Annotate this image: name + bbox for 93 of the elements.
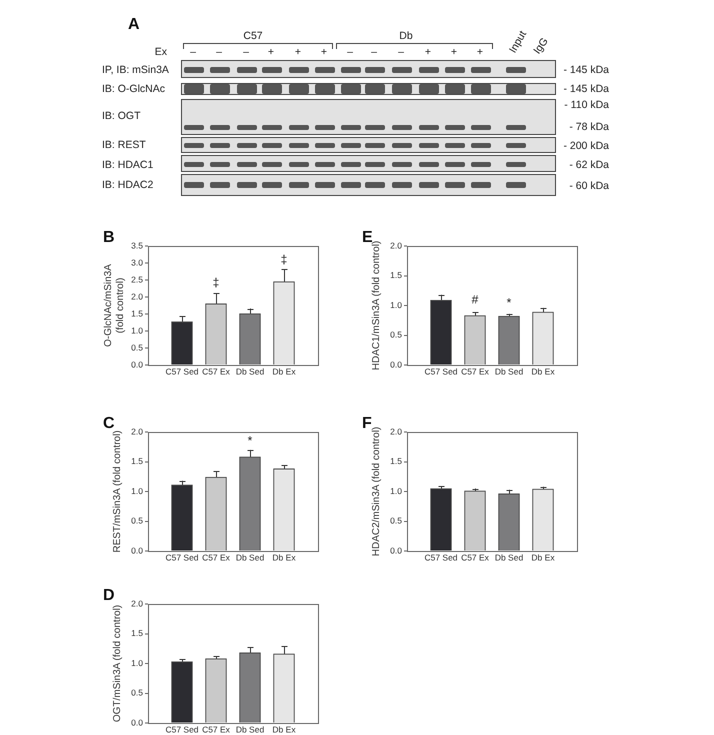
text: + [320, 46, 328, 58]
y-tick-label: 2.0 [390, 426, 402, 436]
x-tick-label: Db Sed [236, 366, 264, 376]
x-tick-label: Db Sed [494, 366, 524, 376]
y-tick-label: 0.0 [131, 359, 144, 370]
y-tick-label: 2.0 [131, 291, 144, 302]
x-tick-label: Db Sed [236, 552, 264, 562]
text: - 145 kDa [563, 83, 609, 95]
annotation: * [506, 295, 512, 310]
annotation: # [472, 292, 479, 306]
x-tick-label: C57 Sed [165, 366, 199, 376]
y-tick-label: 1.5 [131, 308, 144, 318]
x-tick-label: C57 Ex [202, 366, 231, 376]
y-tick-label: 0.0 [390, 545, 402, 556]
y-tick-label: 2.0 [131, 426, 144, 436]
y-tick-label: 2.5 [131, 274, 144, 284]
text: IB: O-GlcNAc [102, 83, 166, 95]
y-tick-label: 1.5 [131, 628, 144, 638]
text: + [268, 46, 274, 58]
y-tick-label: 1.0 [131, 325, 144, 336]
text: IB: HDAC2 [102, 179, 154, 191]
text: A [128, 16, 140, 33]
y-tick-label: 1.0 [131, 658, 144, 668]
x-tick-label: C57 Ex [461, 366, 490, 376]
x-tick-label: Db Ex [272, 366, 296, 376]
x-tick-label: Db Ex [531, 552, 556, 562]
x-tick-label: Db Sed [494, 552, 524, 562]
annotation: ‡ [212, 275, 220, 290]
text: IP, IB: mSin3A [102, 64, 169, 76]
y-axis-title: O-GlcNAc/mSin3A (fold control) [102, 264, 126, 347]
x-tick-label: C57 Ex [202, 724, 231, 734]
text: - 110 kDa [564, 99, 609, 111]
text: – [190, 46, 196, 58]
y-tick-label: 3.0 [131, 257, 144, 268]
text: + [424, 46, 432, 58]
text: + [450, 46, 458, 58]
chart-title: D [103, 587, 115, 604]
text: IB: OGT [102, 110, 141, 122]
text: IB: HDAC1 [102, 159, 154, 171]
chart-title: B [103, 229, 115, 246]
y-tick-label: 2.0 [131, 598, 144, 608]
y-tick-label: 1.0 [390, 300, 402, 310]
text: – [243, 46, 249, 58]
y-tick-label: 0.5 [131, 342, 144, 352]
x-tick-label: C57 Sed [424, 552, 458, 562]
x-tick-label: Db Ex [272, 552, 296, 562]
chart-title: F [362, 415, 372, 432]
text: – [371, 46, 377, 58]
x-tick-label: C57 Ex [202, 552, 231, 562]
text: – [398, 46, 404, 58]
x-tick-label: Db Ex [272, 724, 296, 734]
chart-title: E [362, 229, 373, 246]
x-tick-label: C57 Sed [165, 552, 199, 562]
x-tick-label: C57 Ex [461, 552, 490, 562]
y-axis-title: OGT/mSin3A (fold control) [112, 604, 123, 722]
y-tick-label: 1.5 [131, 456, 144, 466]
y-axis-title: REST/mSin3A (fold control) [112, 430, 123, 553]
y-axis-title: HDAC2/mSin3A (fold control) [370, 426, 382, 556]
y-tick-label: 1.0 [390, 486, 402, 496]
text: – [216, 46, 222, 58]
text: - 62 kDa [569, 159, 609, 171]
y-tick-label: 1.0 [131, 486, 144, 496]
x-tick-label: C57 Sed [165, 724, 199, 734]
y-tick-label: 1.5 [390, 270, 402, 280]
text: – [347, 46, 353, 58]
y-tick-label: 0.5 [131, 516, 144, 526]
chart-title: C [103, 415, 115, 432]
text: - 200 kDa [563, 140, 609, 152]
y-tick-label: 0.0 [131, 717, 144, 728]
text: Ex [154, 46, 167, 58]
y-tick-label: 0.0 [390, 359, 402, 370]
y-tick-label: 0.5 [131, 688, 144, 698]
text: - 145 kDa [563, 64, 609, 76]
text: - 60 kDa [569, 180, 609, 192]
y-tick-label: 3.5 [131, 240, 144, 250]
x-tick-label: Db Sed [236, 724, 264, 734]
x-tick-label: Db Ex [531, 366, 556, 376]
y-tick-label: 1.5 [390, 456, 402, 466]
text: C57 [243, 30, 263, 42]
y-tick-label: 2.0 [390, 240, 402, 250]
text: IB: REST [102, 139, 146, 151]
y-tick-label: 0.0 [131, 545, 144, 556]
text: IgG [531, 36, 551, 56]
y-tick-label: 0.5 [390, 330, 402, 340]
y-axis-title: HDAC1/mSin3A (fold control) [370, 240, 382, 370]
text: + [476, 46, 484, 58]
y-tick-label: 0.5 [390, 516, 402, 526]
text: - 78 kDa [569, 121, 609, 133]
annotation: ‡ [280, 252, 288, 266]
text: Db [399, 30, 413, 42]
x-tick-label: C57 Sed [424, 366, 458, 376]
text: + [294, 46, 302, 58]
annotation: * [248, 433, 253, 448]
